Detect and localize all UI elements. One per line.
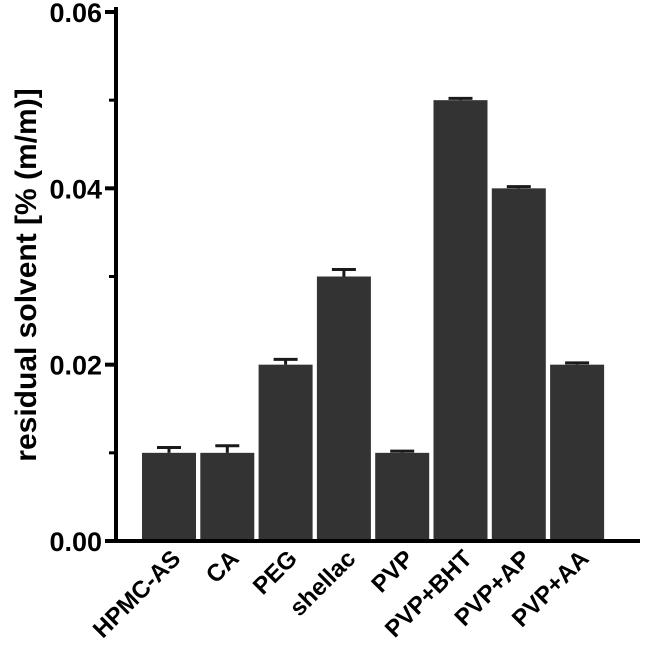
axes-layer: 0.00 0.02 0.04 0.06 — [49, 0, 640, 557]
category-label: PVP — [366, 545, 419, 598]
bar — [316, 276, 371, 541]
y-axis-title: residual solvent [% (m/m)] — [10, 88, 43, 461]
category-label: shellac — [284, 545, 361, 622]
y-tick-label: 0.02 — [49, 351, 102, 381]
category-label: CA — [201, 545, 245, 589]
y-tick-label: 0.04 — [49, 174, 102, 204]
category-label: HPMC-AS — [88, 545, 186, 643]
bar — [258, 364, 313, 541]
bar — [433, 100, 488, 542]
y-tick-label: 0.00 — [49, 527, 102, 557]
bar — [142, 452, 196, 541]
y-tick-label: 0.06 — [49, 0, 102, 28]
bar — [375, 452, 430, 541]
bar — [200, 452, 255, 541]
bar — [491, 188, 546, 542]
bar — [550, 364, 605, 541]
